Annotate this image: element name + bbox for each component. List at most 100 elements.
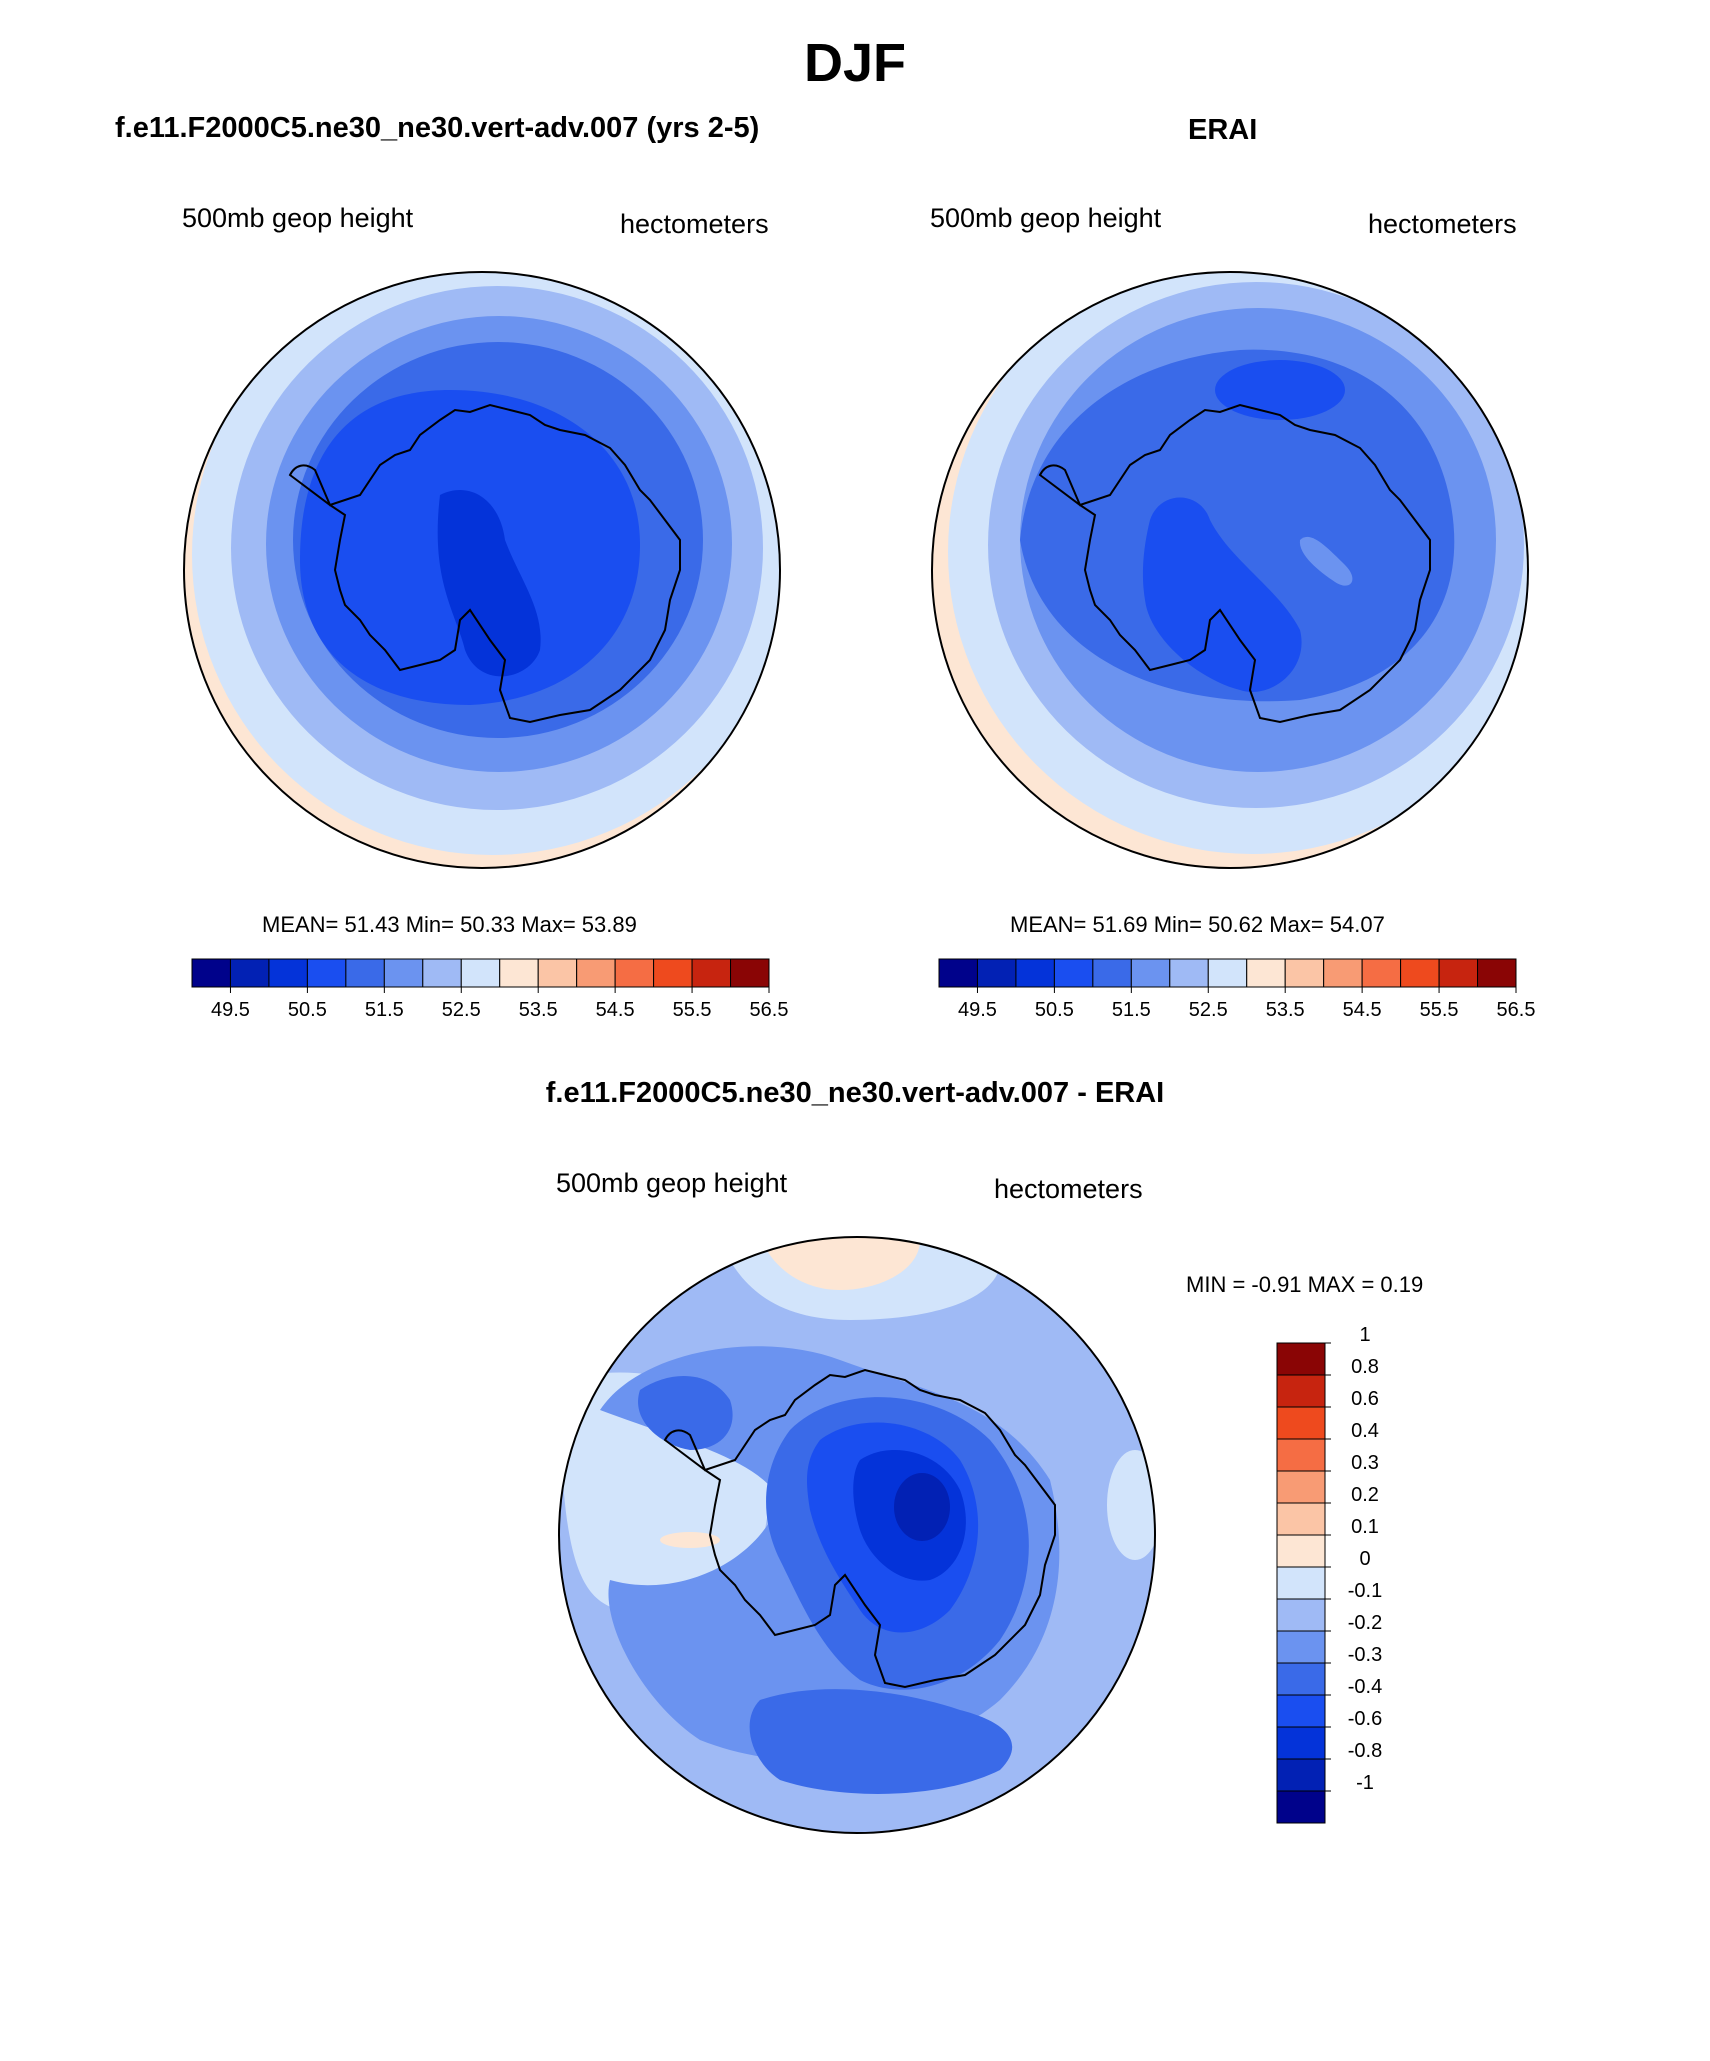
colorbar-swatch — [1276, 1758, 1326, 1792]
colorbar-tick-label: 50.5 — [1035, 999, 1074, 1021]
antarctica-coastline-erai — [1038, 403, 1431, 724]
colorbar-swatch — [1284, 958, 1325, 988]
colorbar-swatch — [1246, 958, 1286, 988]
colorbar-tick-label: 56.5 — [1497, 999, 1536, 1021]
colorbar-swatch — [460, 958, 501, 988]
colorbar-swatch — [1276, 1726, 1326, 1760]
colorbar-tick-label: 0.2 — [1351, 1484, 1379, 1506]
colorbar-tick-label: 53.5 — [1266, 999, 1305, 1021]
colorbar-swatch — [691, 958, 732, 988]
colorbar-tick-label: 55.5 — [1420, 999, 1459, 1021]
colorbar-tick-label: 51.5 — [1112, 999, 1151, 1021]
colorbar-tick-label: -0.6 — [1348, 1708, 1382, 1730]
polar-map-difference — [559, 1237, 1155, 1833]
band-minus-0.4-west — [638, 1376, 733, 1450]
colorbar-swatch — [1400, 958, 1440, 988]
colorbar-swatch — [1207, 958, 1248, 988]
map-boundary-erai — [931, 271, 1529, 869]
colorbar-tick-label: 54.5 — [596, 999, 635, 1021]
colorbar-tick-label: 56.5 — [750, 999, 789, 1021]
colorbar-swatch — [976, 958, 1017, 988]
colorbar-tick-label: 52.5 — [442, 999, 481, 1021]
colorbar-swatch — [499, 958, 539, 988]
colorbar-swatch — [938, 958, 978, 988]
colorbar-tick-label: -0.1 — [1348, 1580, 1382, 1602]
stats-diff: MIN = -0.91 MAX = 0.19 — [1186, 1272, 1424, 1297]
colorbar-model: 49.5 50.5 51.5 52.5 53.5 54.5 55.5 56.5 — [191, 958, 789, 1021]
colorbar-tick-label: 0.1 — [1351, 1516, 1379, 1538]
colorbar-difference: -1 -0.8 -0.6 -0.4 -0.3 -0.2 -0.1 0 0.1 0.2 0.3 0.4 0… — [1276, 1324, 1382, 1824]
units-label-model: hectometers — [620, 209, 769, 239]
band-core-north — [1215, 360, 1345, 420]
colorbar-swatch — [383, 958, 424, 988]
band-minus-1 — [894, 1473, 950, 1541]
band-deep — [437, 490, 541, 677]
colorbar-swatch — [1276, 1566, 1326, 1600]
colorbar-swatch — [537, 958, 578, 988]
polar-map-model — [184, 272, 780, 868]
colorbar-swatch — [306, 958, 347, 988]
colorbar-swatch — [1276, 1438, 1326, 1472]
colorbar-tick-label: 0 — [1359, 1548, 1370, 1570]
colorbar-swatch — [422, 958, 462, 988]
units-label-erai: hectometers — [1368, 209, 1517, 239]
colorbar-swatch — [653, 958, 693, 988]
units-label-diff: hectometers — [994, 1174, 1143, 1204]
colorbar-swatch — [1276, 1534, 1326, 1568]
colorbar-swatch — [1276, 1470, 1326, 1504]
colorbar-swatch — [1276, 1598, 1326, 1632]
colorbar-swatch — [1276, 1374, 1326, 1408]
colorbar-swatch — [191, 958, 231, 988]
colorbar-tick-label: 0.8 — [1351, 1356, 1379, 1378]
colorbar-tick-label: 0.6 — [1351, 1388, 1379, 1410]
band-plus-0.1 — [760, 1237, 920, 1290]
main-title: DJF — [803, 33, 906, 93]
colorbar-swatch — [1053, 958, 1094, 988]
band-high-spot — [1299, 536, 1353, 586]
band-5 — [1020, 349, 1455, 702]
colorbar-tick-label: 55.5 — [673, 999, 712, 1021]
colorbar-tick-label: -1 — [1356, 1772, 1374, 1794]
colorbar-tick-label: 52.5 — [1189, 999, 1228, 1021]
panel-title-erai: ERAI — [1188, 114, 1258, 146]
colorbar-swatch — [1276, 1694, 1326, 1728]
colorbar-tick-label: 1 — [1359, 1324, 1370, 1346]
map-boundary-difference — [558, 1236, 1156, 1834]
colorbar-tick-label: 0.4 — [1351, 1420, 1379, 1442]
colorbar-swatch — [1276, 1630, 1326, 1664]
colorbar-tick-label: -0.8 — [1348, 1740, 1382, 1762]
colorbar-swatch — [345, 958, 385, 988]
colorbar-swatch — [1169, 958, 1209, 988]
colorbar-swatch — [268, 958, 308, 988]
band-core-south — [1142, 497, 1302, 692]
antarctica-coastline-model — [288, 403, 681, 724]
colorbar-swatch — [1276, 1502, 1326, 1536]
colorbar-swatch — [1092, 958, 1132, 988]
colorbar-tick-label: 0.3 — [1351, 1452, 1379, 1474]
colorbar-swatch — [1276, 1406, 1326, 1440]
colorbar-swatch — [1323, 958, 1363, 988]
colorbar-tick-label: -0.4 — [1348, 1676, 1382, 1698]
band-minus-0.4-south — [749, 1689, 1013, 1794]
variable-label-diff: 500mb geop height — [556, 1168, 788, 1198]
colorbar-swatch — [1438, 958, 1479, 988]
colorbar-tick-label: -0.2 — [1348, 1612, 1382, 1634]
panel-title-model: f.e11.F2000C5.ne30_ne30.vert-adv.007 (yr… — [115, 112, 760, 144]
variable-label-model: 500mb geop height — [182, 203, 414, 233]
map-boundary-model — [183, 271, 781, 869]
antarctica-coastline-difference — [663, 1368, 1056, 1689]
colorbar-swatch — [614, 958, 655, 988]
colorbar-swatch — [229, 958, 270, 988]
colorbar-swatch — [1276, 1790, 1326, 1824]
band-plus-0.1-spot — [660, 1532, 720, 1548]
variable-label-erai: 500mb geop height — [930, 203, 1162, 233]
colorbar-swatch — [1477, 958, 1517, 988]
colorbar-tick-label: 49.5 — [211, 999, 250, 1021]
colorbar-erai: 49.5 50.5 51.5 52.5 53.5 54.5 55.5 56.5 — [938, 958, 1536, 1021]
colorbar-tick-label: 49.5 — [958, 999, 997, 1021]
stats-model: MEAN= 51.43 Min= 50.33 Max= 53.89 — [262, 912, 637, 937]
stats-erai: MEAN= 51.69 Min= 50.62 Max= 54.07 — [1010, 912, 1385, 937]
colorbar-tick-label: -0.3 — [1348, 1644, 1382, 1666]
colorbar-swatch — [1130, 958, 1171, 988]
